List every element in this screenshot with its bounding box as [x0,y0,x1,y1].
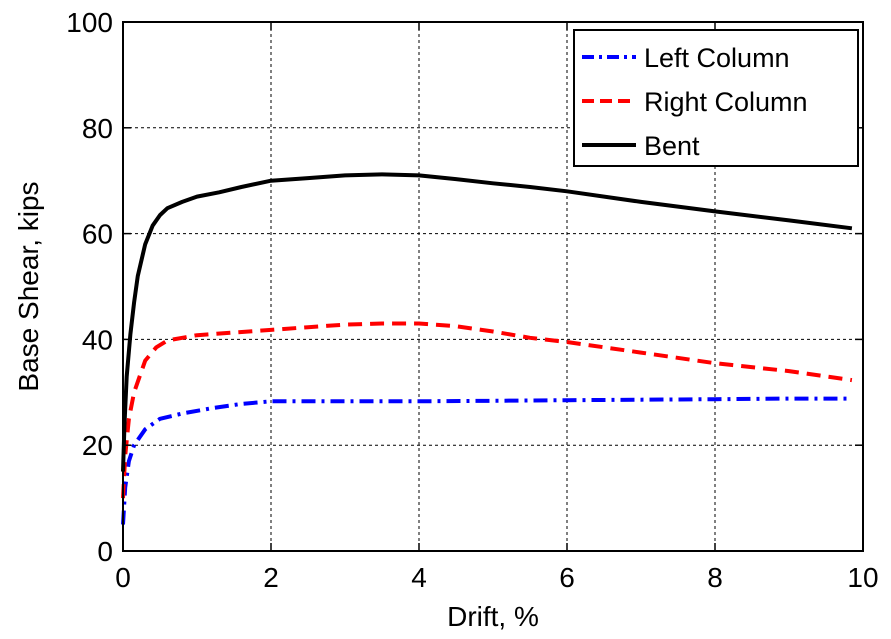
series-line-bent [121,172,853,472]
series-line-left-column [121,396,852,525]
ticks [122,21,864,552]
series-line-right-column [121,321,853,499]
y-tick-label: 60 [82,219,113,250]
legend-label: Right Column [644,87,808,117]
x-tick-label: 2 [263,562,279,593]
y-tick-label: 80 [82,113,113,144]
y-tick-label: 20 [82,430,113,461]
x-tick-label: 4 [411,562,427,593]
x-tick-label: 6 [559,562,575,593]
legend-label: Left Column [644,43,790,73]
x-tick-label: 10 [847,562,878,593]
x-tick-label: 8 [707,562,723,593]
x-tick-label: 0 [115,562,131,593]
plot-frame [122,21,864,552]
grid [123,22,863,551]
series-layer [121,172,853,525]
legend: Left Column Right Column Bent [573,29,859,167]
x-axis-title: Drift, % [447,601,539,632]
y-tick-label: 0 [97,536,113,567]
y-tick-label: 100 [66,7,113,38]
legend-label: Bent [644,131,700,161]
y-tick-label: 40 [82,324,113,355]
y-axis-title: Base Shear, kips [13,181,44,391]
